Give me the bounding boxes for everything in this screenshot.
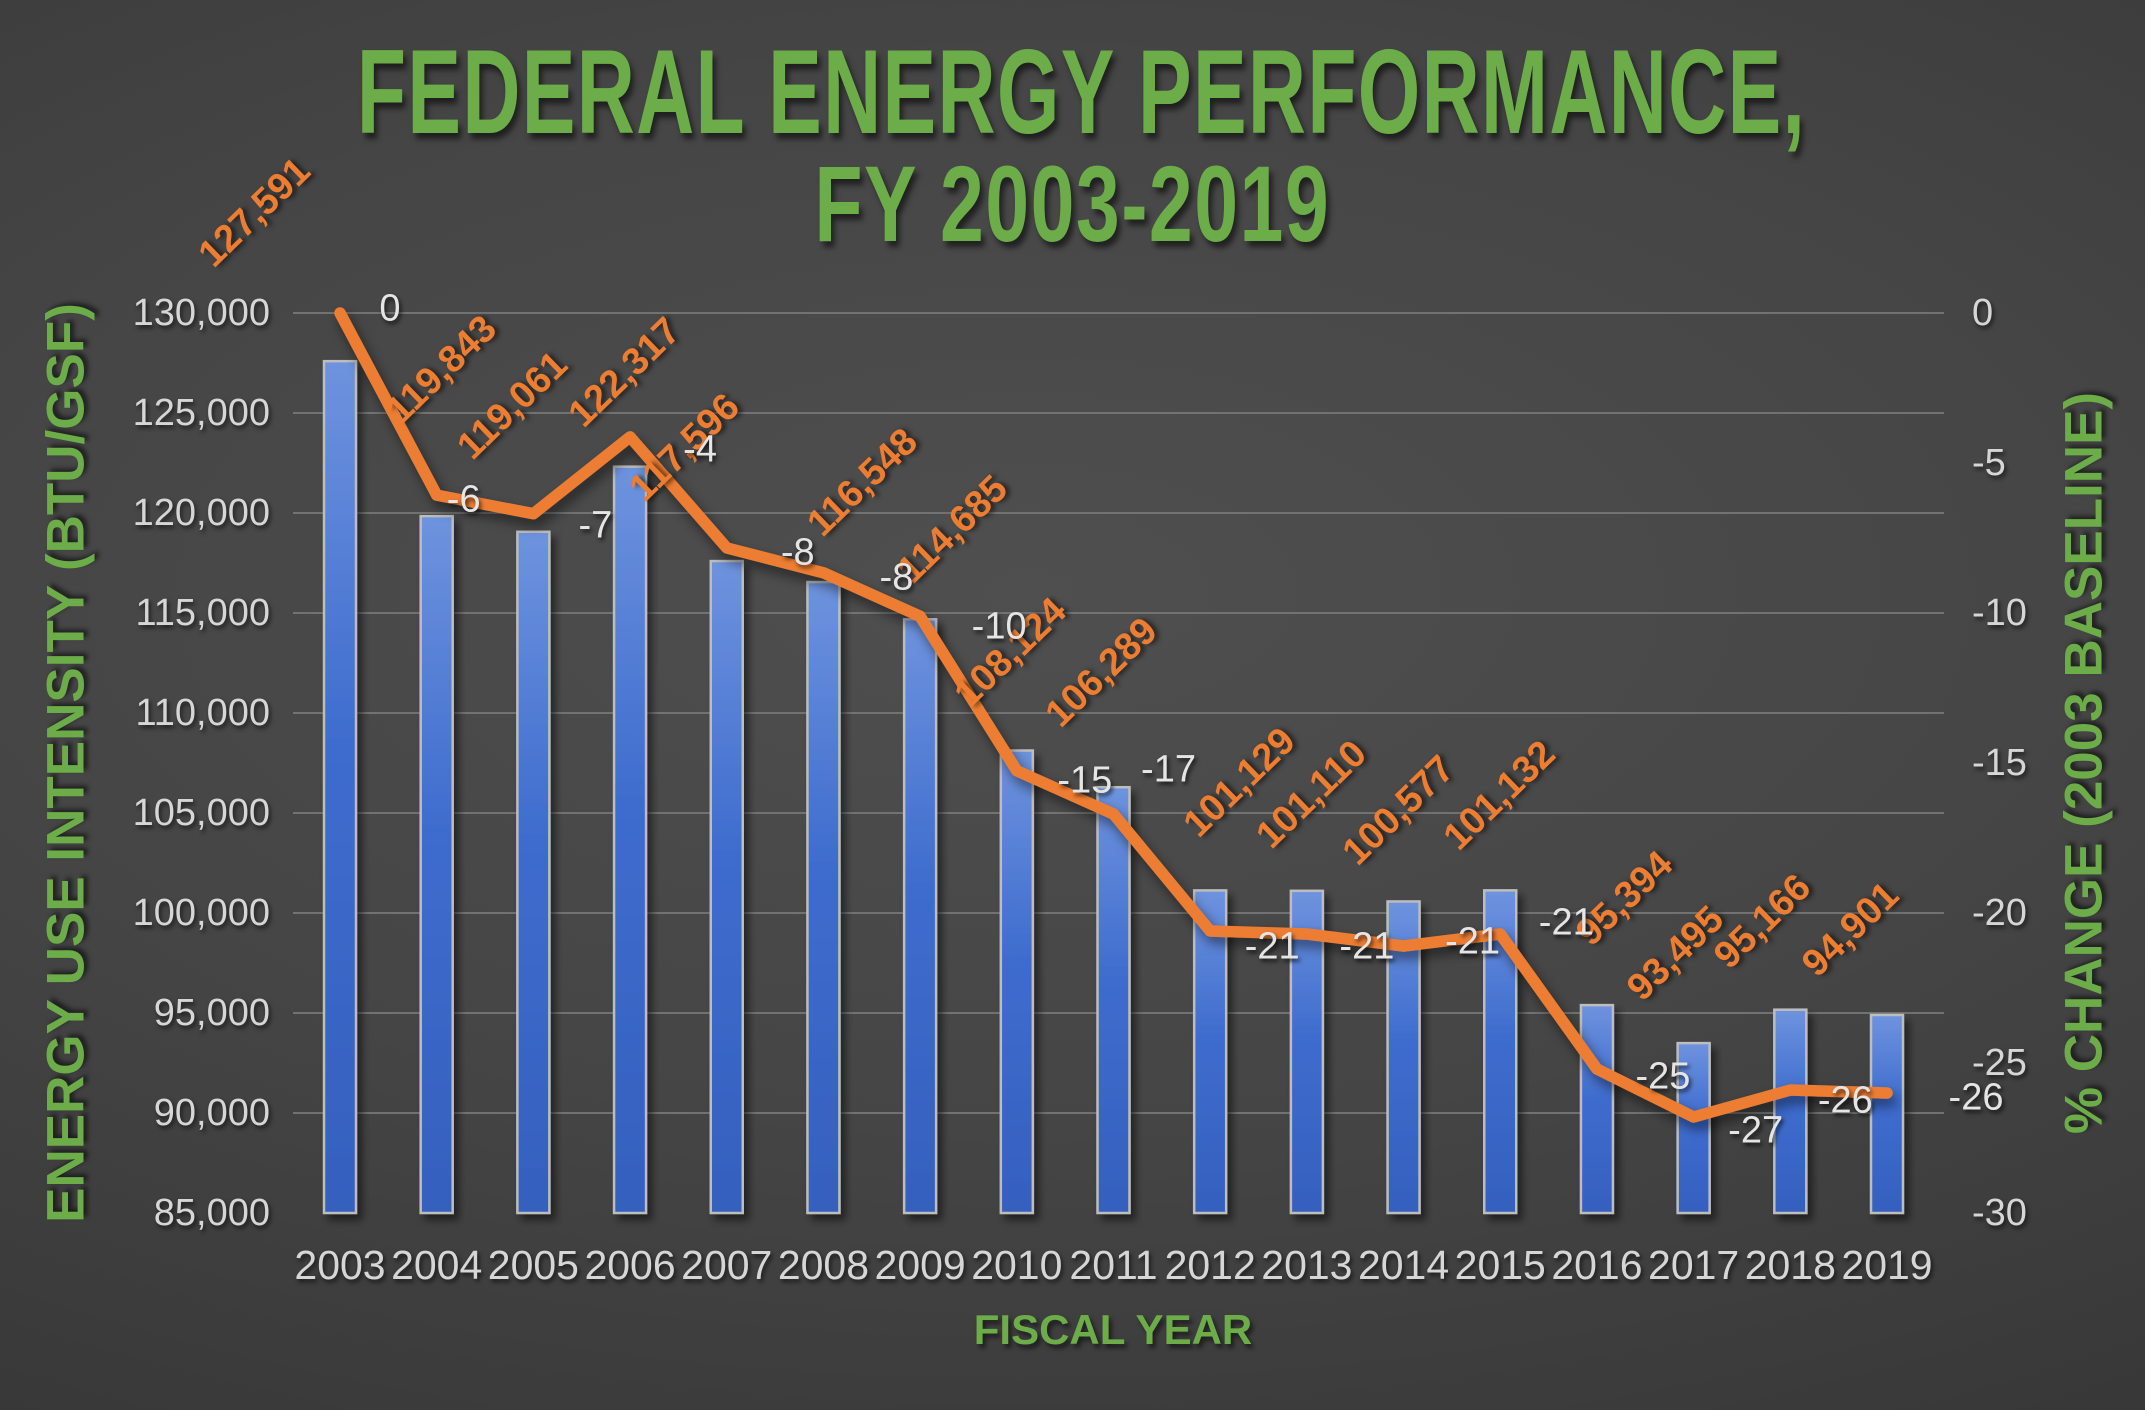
right-axis-tick-label: -20 (1972, 892, 2027, 934)
pct-value-label: -8 (879, 556, 914, 599)
pct-value-label: -6 (446, 478, 481, 521)
pct-value-label: -7 (578, 504, 613, 547)
right-axis-tick-label: -30 (1972, 1192, 2027, 1234)
bar-2004[interactable] (419, 514, 454, 1215)
bar-2007[interactable] (709, 559, 744, 1215)
pct-value-label: -4 (683, 428, 717, 471)
bar-2003[interactable] (322, 359, 358, 1215)
pct-value-label: -21 (1339, 925, 1395, 968)
right-axis-tick-label: -10 (1972, 592, 2027, 634)
x-axis-tick-label: 2017 (1648, 1242, 1740, 1288)
left-axis-tick-label: 110,000 (135, 692, 270, 734)
x-axis-tick-label: 2005 (487, 1242, 579, 1288)
x-axis-tick-label: 2009 (874, 1242, 966, 1288)
x-axis-tick-label: 2006 (584, 1242, 676, 1288)
bar-2012[interactable] (1192, 889, 1228, 1215)
chart-title: FEDERAL ENERGY PERFORMANCE, (0, 32, 2145, 152)
x-axis-tick-label: 2014 (1357, 1242, 1450, 1288)
x-axis-tick-label: 2010 (971, 1242, 1063, 1288)
pct-value-label: -27 (1728, 1109, 1784, 1152)
chart-title-text: FEDERAL ENERGY PERFORMANCE, (356, 25, 1807, 159)
pct-value-label: -25 (1635, 1055, 1691, 1098)
pct-value-label: -21 (1244, 925, 1300, 968)
pct-value-label: 0 (379, 287, 401, 330)
left-axis-tick-label: 105,000 (132, 792, 270, 834)
x-axis-tick-label: 2007 (681, 1242, 773, 1288)
left-axis-tick-label: 90,000 (153, 1092, 270, 1134)
bar-2018[interactable] (1773, 1008, 1808, 1215)
left-axis-tick-label: 130,000 (132, 292, 270, 334)
pct-change-line[interactable] (334, 307, 1893, 1123)
bar-2016[interactable] (1579, 1003, 1615, 1215)
bar-2009[interactable] (902, 618, 938, 1215)
pct-value-label: -17 (1141, 748, 1196, 791)
pct-value-label: -21 (1538, 901, 1594, 944)
right-axis-tick-label: -5 (1972, 442, 2006, 484)
x-axis-tick-label: 2008 (777, 1242, 870, 1288)
pct-value-label: -26 (1817, 1079, 1873, 1122)
right-axis-tick-label: -25 (1972, 1042, 2027, 1084)
x-axis-tick-label: 2015 (1454, 1242, 1546, 1288)
chart-subtitle: FY 2003-2019 (0, 150, 2145, 258)
x-axis-title: FISCAL YEAR (973, 1306, 1253, 1353)
right-axis-tick-label: 0 (1972, 292, 1994, 334)
bar-2019[interactable] (1869, 1013, 1905, 1215)
x-axis-tick-label: 2013 (1261, 1242, 1353, 1288)
bar-2005[interactable] (516, 530, 551, 1215)
left-axis-tick-label: 100,000 (132, 892, 270, 934)
left-axis-tick-label: 120,000 (132, 492, 270, 534)
pct-value-label: -26 (1948, 1076, 2004, 1119)
bar-2014[interactable] (1386, 900, 1421, 1215)
bar-2010[interactable] (999, 749, 1035, 1215)
x-axis-tick-label: 2011 (1069, 1242, 1158, 1288)
left-axis-tick-label: 95,000 (153, 992, 270, 1034)
pct-value-label: -21 (1445, 920, 1501, 963)
bar-2006[interactable] (612, 465, 648, 1215)
x-axis-tick-label: 2012 (1164, 1242, 1256, 1288)
chart-subtitle-text: FY 2003-2019 (814, 143, 1331, 264)
x-axis-tick-label: 2018 (1744, 1242, 1836, 1288)
x-axis-tick-label: 2003 (294, 1242, 386, 1288)
left-axis-tick-label: 125,000 (132, 392, 270, 434)
bar-2011[interactable] (1096, 785, 1131, 1215)
x-axis-tick-label: 2004 (391, 1242, 483, 1288)
pct-value-label: -15 (1057, 759, 1113, 802)
bar-2008[interactable] (806, 580, 841, 1215)
pct-value-label: -8 (780, 531, 815, 574)
right-axis-tick-label: -15 (1972, 742, 2027, 784)
left-axis-tick-label: 85,000 (153, 1192, 270, 1234)
pct-value-label: -10 (971, 605, 1027, 648)
x-axis-tick-label: 2016 (1551, 1242, 1643, 1288)
left-axis-tick-label: 115,000 (135, 592, 270, 634)
x-axis-tick-label: 2019 (1841, 1242, 1933, 1288)
